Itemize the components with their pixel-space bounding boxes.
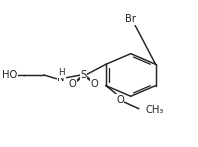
- Text: CH₃: CH₃: [145, 105, 163, 115]
- Text: H: H: [58, 68, 65, 77]
- Text: N: N: [57, 73, 65, 83]
- Text: S: S: [80, 70, 87, 80]
- Text: O: O: [68, 79, 76, 89]
- Text: O: O: [116, 95, 124, 105]
- Text: HO: HO: [2, 70, 17, 80]
- Text: Br: Br: [125, 14, 136, 24]
- Text: O: O: [91, 79, 98, 89]
